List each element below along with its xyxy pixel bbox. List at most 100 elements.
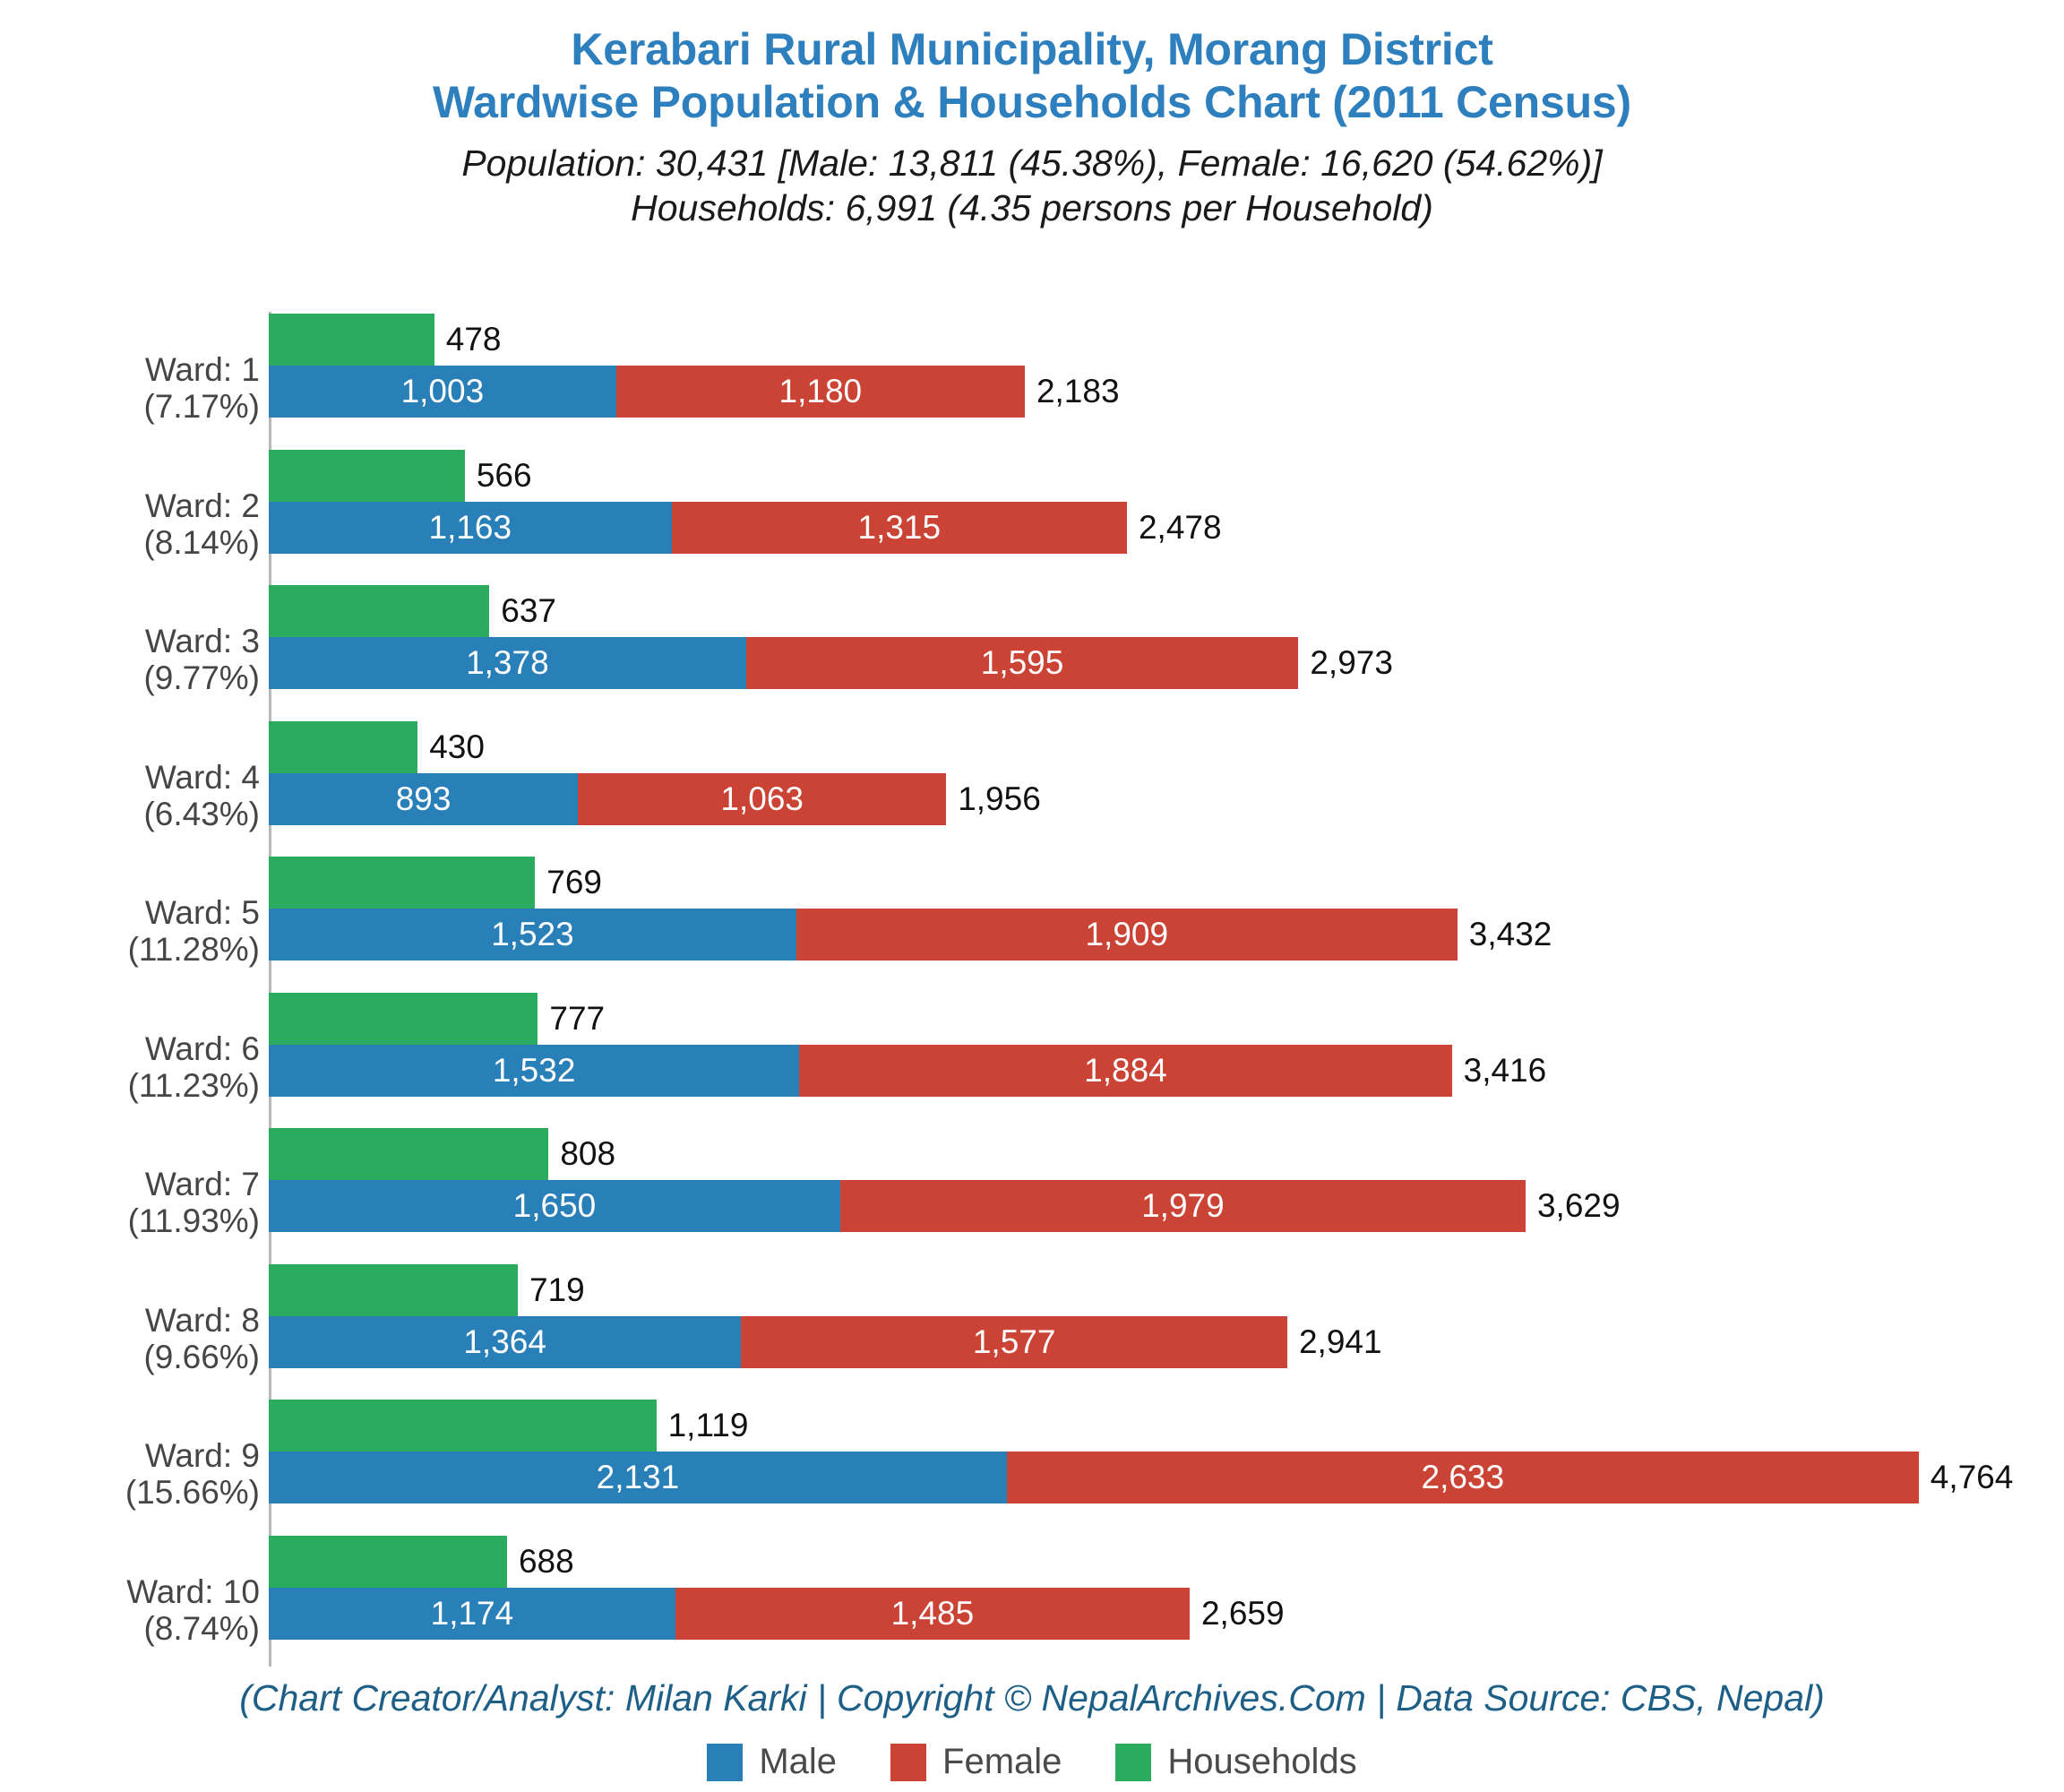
chart-title-line-2: Wardwise Population & Households Chart (… <box>433 77 1631 127</box>
bar-households[interactable] <box>269 1535 507 1588</box>
bar-households[interactable] <box>269 585 490 637</box>
male-value-label: 1,378 <box>466 644 549 681</box>
bar-male[interactable]: 2,131 <box>269 1452 1007 1503</box>
male-value-label: 1,163 <box>428 508 512 546</box>
y-axis-line <box>269 312 271 1667</box>
ward-label-percent: (8.74%) <box>143 1609 260 1647</box>
households-value-label: 769 <box>546 864 603 900</box>
ward-label-percent: (9.77%) <box>143 659 260 697</box>
total-population-label: 3,432 <box>1468 916 1552 952</box>
plot-area: Ward: 1 (7.17%) 478 1,003 1,180 2,183 Ward: 2(… <box>0 312 2064 1672</box>
chart-subtitle-households: Households: 6,991 (4.35 persons per Hous… <box>631 187 1433 229</box>
female-value-label: 1,595 <box>980 644 1064 681</box>
ward-label-name: Ward: 9 <box>144 1437 260 1474</box>
bar-male[interactable]: 1,003 <box>269 366 616 418</box>
footer-credit: (Chart Creator/Analyst: Milan Karki | Co… <box>239 1677 1825 1719</box>
legend-swatch-icon <box>890 1743 927 1781</box>
ward-axis-label: Ward: 1 (7.17%) <box>0 351 260 426</box>
bar-male[interactable]: 1,523 <box>269 909 796 961</box>
legend-label: Male <box>759 1742 838 1781</box>
total-population-label: 4,764 <box>1930 1459 2014 1495</box>
bar-male[interactable]: 1,364 <box>269 1315 742 1368</box>
ward-axis-label: Ward: 7 (11.93%) <box>0 1166 260 1240</box>
bar-households[interactable] <box>269 720 418 773</box>
ward-group: Ward: 2 (8.14%) 566 1,163 1,315 2,478 <box>0 449 2064 586</box>
bar-male[interactable]: 1,378 <box>269 637 746 689</box>
ward-group: Ward: 6 (11.23%) 777 1,532 1,884 3,416 <box>0 992 2064 1129</box>
bar-female[interactable]: 2,633 <box>1006 1452 1919 1503</box>
households-value-label: 777 <box>549 999 606 1037</box>
ward-axis-label: Ward: 9 (15.66%) <box>0 1437 260 1512</box>
bar-female[interactable]: 1,909 <box>796 909 1458 961</box>
bar-female[interactable]: 1,577 <box>741 1315 1287 1368</box>
bar-female[interactable]: 1,485 <box>675 1587 1190 1640</box>
households-value-label: 566 <box>476 456 532 494</box>
legend-item-female[interactable]: Female <box>890 1742 1062 1782</box>
female-value-label: 1,315 <box>857 508 942 546</box>
ward-axis-label: Ward: 2 (8.14%) <box>0 487 260 562</box>
male-value-label: 1,532 <box>492 1051 576 1089</box>
ward-label-name: Ward: 6 <box>144 1030 260 1067</box>
ward-group: Ward: 3 (9.77%) 637 1,378 1,595 2,973 <box>0 585 2064 721</box>
ward-label-name: Ward: 1 <box>144 351 260 388</box>
legend-item-male[interactable]: Male <box>707 1742 837 1782</box>
bar-male[interactable]: 1,174 <box>269 1587 675 1640</box>
legend-swatch-icon <box>1115 1743 1152 1781</box>
bar-households[interactable] <box>269 857 536 909</box>
ward-label-percent: (9.66%) <box>143 1338 260 1375</box>
bar-female[interactable]: 1,595 <box>745 637 1299 689</box>
ward-group: Ward: 7 (11.93%) 808 1,650 1,979 3,629 <box>0 1128 2064 1264</box>
bar-households[interactable] <box>269 1400 657 1452</box>
bar-female[interactable]: 1,884 <box>799 1044 1452 1097</box>
male-value-label: 1,174 <box>430 1594 514 1632</box>
ward-group: Ward: 1 (7.17%) 478 1,003 1,180 2,183 <box>0 314 2064 450</box>
households-value-label: 808 <box>560 1135 616 1172</box>
bar-female[interactable]: 1,315 <box>671 501 1127 554</box>
ward-label-name: Ward: 10 <box>126 1572 260 1610</box>
female-value-label: 1,979 <box>1141 1187 1225 1224</box>
ward-group: Ward: 4 (6.43%) 430 893 1,063 1,956 <box>0 720 2064 857</box>
legend-swatch-icon <box>707 1743 744 1781</box>
ward-label-percent: (8.14%) <box>143 523 260 561</box>
total-population-label: 2,478 <box>1138 508 1222 546</box>
female-value-label: 1,063 <box>720 780 804 817</box>
bar-households[interactable] <box>269 449 465 502</box>
total-population-label: 3,416 <box>1463 1051 1547 1089</box>
total-population-label: 2,659 <box>1200 1594 1285 1632</box>
total-population-label: 2,183 <box>1036 373 1120 409</box>
female-value-label: 1,909 <box>1085 916 1169 952</box>
bar-male[interactable]: 1,650 <box>269 1180 840 1232</box>
bar-households[interactable] <box>269 992 538 1045</box>
bar-households[interactable] <box>269 1263 518 1316</box>
households-value-label: 1,119 <box>667 1407 749 1443</box>
ward-group: Ward: 10 (8.74%) 688 1,174 1,485 2,659 <box>0 1535 2064 1672</box>
ward-axis-label: Ward: 8 (9.66%) <box>0 1302 260 1376</box>
male-value-label: 1,523 <box>491 916 574 952</box>
male-value-label: 1,650 <box>512 1187 597 1224</box>
bar-female[interactable]: 1,180 <box>615 366 1025 418</box>
households-value-label: 430 <box>429 728 485 765</box>
bar-female[interactable]: 1,063 <box>578 772 947 825</box>
bar-female[interactable]: 1,979 <box>839 1180 1526 1232</box>
bar-male[interactable]: 1,163 <box>269 501 672 554</box>
total-population-label: 2,973 <box>1310 644 1393 681</box>
bar-male[interactable]: 1,532 <box>269 1044 800 1097</box>
female-value-label: 1,884 <box>1084 1051 1167 1089</box>
ward-label-percent: (15.66%) <box>125 1474 260 1512</box>
ward-label-name: Ward: 4 <box>144 758 260 796</box>
bar-male[interactable]: 893 <box>269 772 579 825</box>
bar-households[interactable] <box>269 1128 549 1180</box>
ward-group: Ward: 9 (15.66%) 1,119 2,131 2,633 4,764 <box>0 1400 2064 1536</box>
legend-label: Female <box>942 1742 1062 1781</box>
bar-households[interactable] <box>269 314 434 366</box>
male-value-label: 1,364 <box>463 1322 546 1360</box>
male-value-label: 1,003 <box>400 373 485 409</box>
ward-axis-label: Ward: 10 (8.74%) <box>0 1573 260 1648</box>
chart-legend: Male Female Households <box>0 1742 2064 1782</box>
legend-item-households[interactable]: Households <box>1115 1742 1357 1782</box>
ward-axis-label: Ward: 5 (11.28%) <box>0 894 260 969</box>
ward-label-percent: (11.28%) <box>127 931 260 969</box>
legend-label: Households <box>1167 1742 1357 1781</box>
households-value-label: 478 <box>445 321 502 358</box>
